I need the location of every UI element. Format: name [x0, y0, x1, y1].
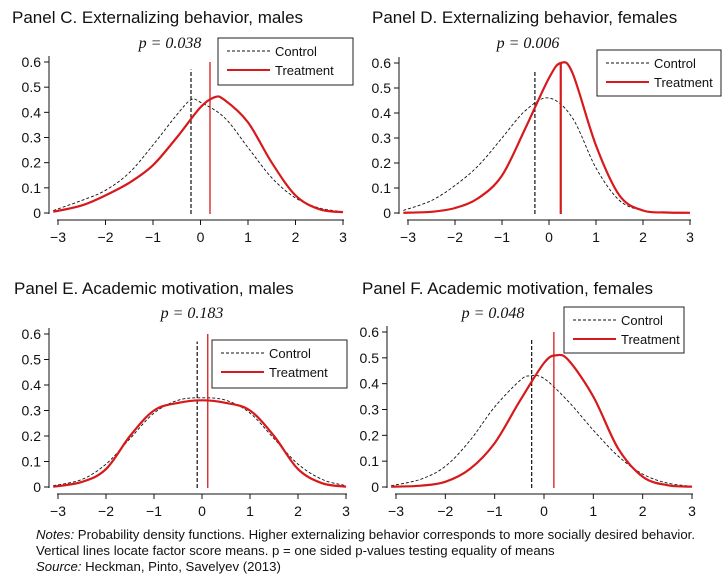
x-tick-label: 2 [639, 229, 647, 245]
chart-panel-2: Panel D. Externalizing behavior, females… [372, 8, 722, 245]
treatment-density-curve [53, 95, 344, 214]
x-tick-label: 2 [294, 503, 302, 519]
x-tick-label: 3 [339, 229, 347, 245]
control-density-curve [53, 397, 347, 487]
treatment-density-curve [53, 399, 347, 488]
source-line: Source: Heckman, Pinto, Savelyev (2013) [36, 559, 716, 575]
y-tick-label: 0.1 [22, 454, 42, 470]
y-tick-label: 0.5 [22, 79, 42, 95]
notes-label: Notes: [36, 527, 75, 542]
y-tick-label: 0.4 [22, 104, 42, 120]
x-tick-label: 1 [246, 503, 254, 519]
legend-control-label: Control [621, 313, 663, 328]
p-value-label: p = 0.006 [496, 35, 560, 52]
x-tick-label: −3 [50, 229, 66, 245]
chart-title: Panel D. Externalizing behavior, females [372, 8, 677, 27]
chart-title: Panel F. Academic motivation, females [362, 279, 653, 298]
y-tick-label: 0.3 [22, 403, 42, 419]
y-tick-label: 0.5 [372, 80, 392, 96]
p-value-label: p = 0.183 [160, 305, 224, 322]
x-tick-label: −1 [494, 229, 510, 245]
legend-box [217, 37, 354, 86]
y-tick-label: 0.2 [22, 155, 42, 171]
source-label: Source: [36, 559, 82, 574]
y-tick-label: 0.1 [360, 453, 380, 469]
y-tick-label: 0.5 [360, 350, 380, 366]
y-tick-label: 0.2 [372, 155, 392, 171]
legend-treatment-label: Treatment [275, 63, 334, 78]
x-tick-label: 0 [198, 503, 206, 519]
legend-treatment-label: Treatment [621, 332, 680, 347]
y-tick-label: 0.6 [360, 324, 380, 340]
y-tick-label: 0 [33, 205, 41, 221]
x-tick-label: 1 [592, 229, 600, 245]
chart-panel-4: Panel F. Academic motivation, females p =… [360, 279, 697, 519]
notes-text: Probability density functions. Higher ex… [36, 527, 696, 558]
x-tick-label: 1 [589, 503, 597, 519]
x-tick-label: 3 [686, 229, 694, 245]
chart-title: Panel C. Externalizing behavior, males [12, 8, 303, 27]
x-tick-label: −3 [400, 229, 416, 245]
legend-box [596, 49, 722, 97]
x-tick-label: 2 [639, 503, 647, 519]
x-tick-label: 3 [342, 503, 350, 519]
legend-treatment-label: Treatment [269, 365, 328, 380]
control-density-curve [391, 374, 693, 487]
legend-control-label: Control [654, 56, 696, 71]
x-tick-label: 0 [545, 229, 553, 245]
figure-notes: Notes: Probability density functions. Hi… [36, 527, 716, 575]
x-tick-label: −2 [437, 503, 453, 519]
y-tick-label: 0.6 [22, 326, 42, 342]
y-tick-label: 0.2 [360, 427, 380, 443]
source-text: Heckman, Pinto, Savelyev (2013) [85, 559, 281, 574]
y-tick-label: 0.6 [22, 54, 42, 70]
y-tick-label: 0.2 [22, 428, 42, 444]
chart-panel-3: Panel E. Academic motivation, males p = 0… [14, 279, 350, 519]
chart-title: Panel E. Academic motivation, males [14, 279, 294, 298]
y-tick-label: 0.1 [22, 180, 42, 196]
y-tick-label: 0.3 [360, 402, 380, 418]
x-tick-label: 3 [688, 503, 696, 519]
legend-treatment-label: Treatment [654, 75, 713, 90]
control-density-curve [53, 98, 344, 213]
chart-panel-1: Panel C. Externalizing behavior, males p … [12, 8, 354, 245]
legend-control-label: Control [275, 44, 317, 59]
y-tick-label: 0.1 [372, 180, 392, 196]
treatment-density-curve [403, 61, 691, 214]
x-tick-label: 1 [244, 229, 252, 245]
x-tick-label: −1 [146, 503, 162, 519]
y-tick-label: 0.3 [22, 130, 42, 146]
legend-control-label: Control [269, 346, 311, 361]
y-tick-label: 0.4 [22, 377, 42, 393]
x-tick-label: −2 [447, 229, 463, 245]
x-tick-label: −3 [50, 503, 66, 519]
x-tick-label: 0 [540, 503, 548, 519]
legend-box [211, 339, 348, 389]
x-tick-label: −1 [145, 229, 161, 245]
legend-box [563, 306, 685, 354]
y-tick-label: 0.6 [372, 55, 392, 71]
y-tick-label: 0 [371, 479, 379, 495]
x-tick-label: −1 [487, 503, 503, 519]
x-tick-label: 2 [292, 229, 300, 245]
y-tick-label: 0.4 [372, 105, 392, 121]
y-tick-label: 0.3 [372, 130, 392, 146]
notes-line: Notes: Probability density functions. Hi… [36, 527, 716, 559]
y-tick-label: 0 [383, 205, 391, 221]
p-value-label: p = 0.038 [138, 35, 202, 52]
control-density-curve [403, 97, 691, 214]
y-tick-label: 0.4 [360, 376, 380, 392]
y-tick-label: 0 [33, 479, 41, 495]
x-tick-label: −2 [98, 229, 114, 245]
x-tick-label: −2 [98, 503, 114, 519]
x-tick-label: 0 [197, 229, 205, 245]
x-tick-label: −3 [388, 503, 404, 519]
y-tick-label: 0.5 [22, 352, 42, 368]
treatment-density-curve [391, 353, 693, 488]
p-value-label: p = 0.048 [461, 305, 525, 322]
